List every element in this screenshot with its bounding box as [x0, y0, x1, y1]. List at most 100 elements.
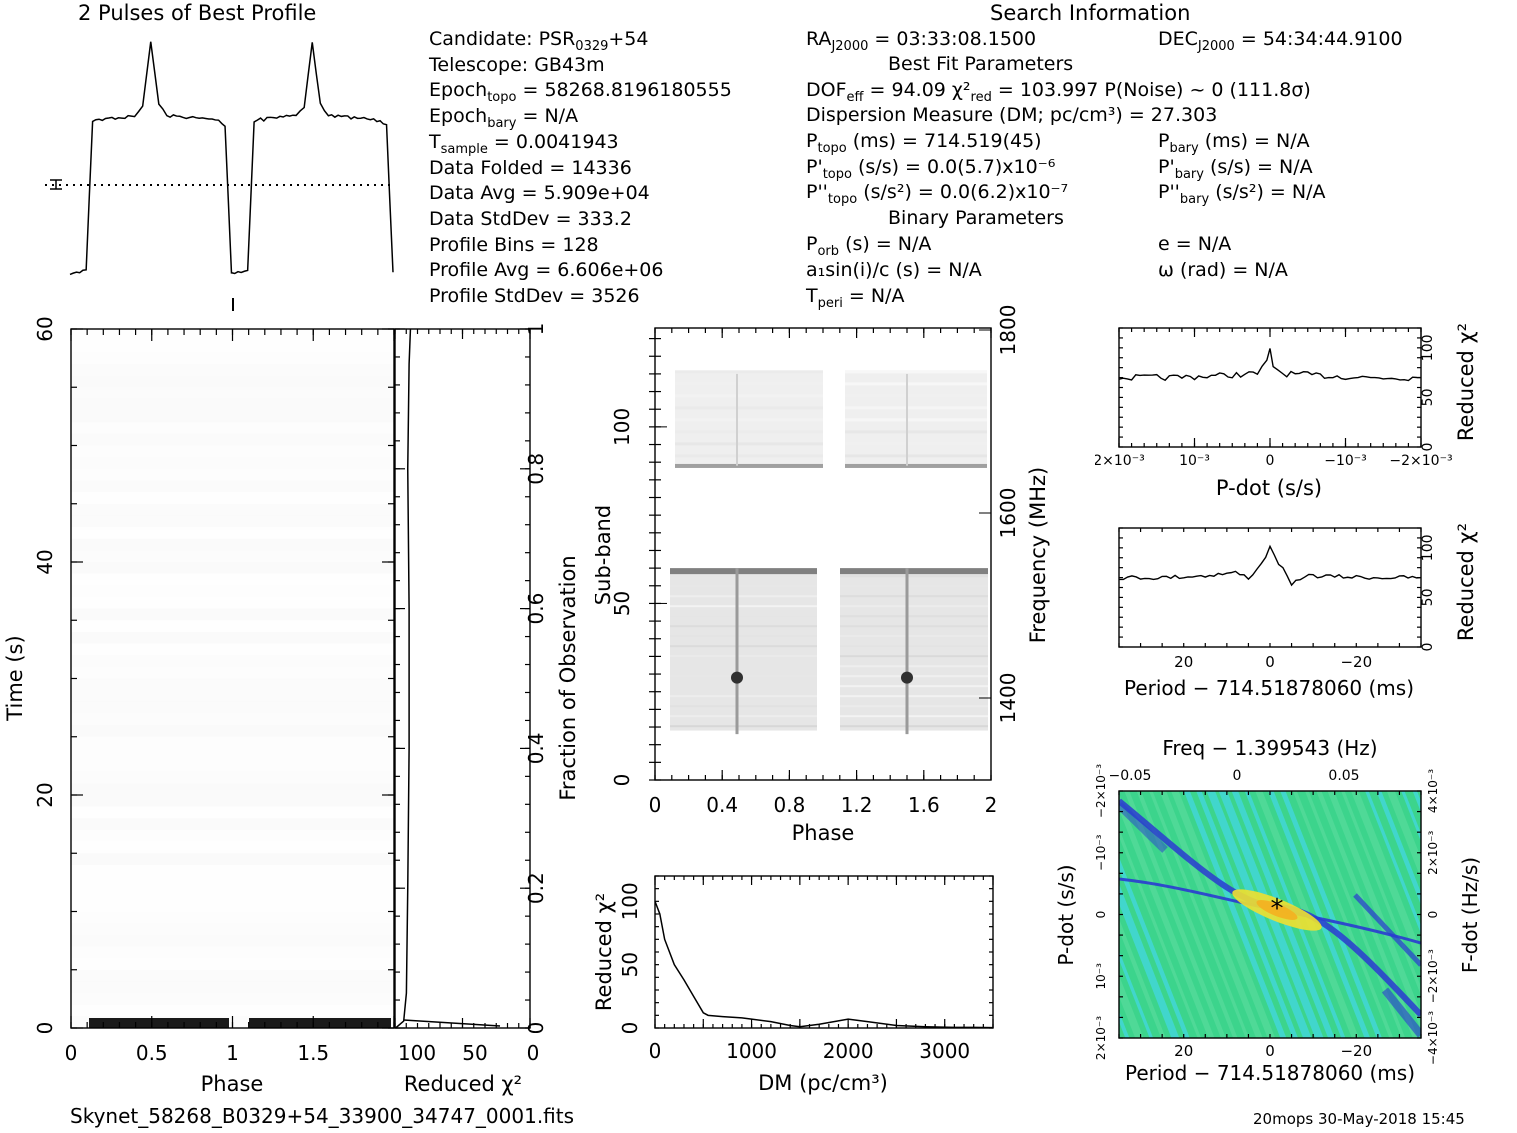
period-xlabel: Period − 714.51878060 (ms)	[1124, 676, 1414, 700]
map-y2tick-label: −4×10⁻³	[1426, 1011, 1440, 1065]
time-ytick-label: 60	[33, 316, 57, 341]
dm-ytick-label: 50	[618, 952, 642, 977]
profile-plot	[40, 41, 395, 311]
subband-ytick-label: 0	[610, 774, 634, 787]
subband-ylabel: Sub-band	[595, 505, 615, 605]
info-right-line-4: e = N/A	[1158, 233, 1232, 255]
info-left-line-4: Tsample = 0.0041943	[429, 130, 619, 157]
map-ytick-label: −10⁻³	[1094, 834, 1108, 871]
time-row	[71, 690, 394, 703]
map-xlabel: Period − 714.51878060 (ms)	[1125, 1061, 1415, 1085]
map-y2tick-label: 2×10⁻³	[1426, 831, 1440, 875]
time-row	[71, 958, 394, 971]
map-streak	[1119, 857, 1190, 1038]
subband-stripe	[670, 655, 817, 658]
map-streak	[1206, 791, 1312, 1038]
map-streak	[1341, 791, 1421, 996]
subband-xtick-label: 1.2	[841, 793, 873, 817]
time-band	[89, 1018, 229, 1028]
pdot-xtick-label: 2×10⁻³	[1095, 453, 1145, 469]
time-row	[71, 701, 394, 714]
subband-stripe	[675, 406, 823, 410]
subband-stripe	[675, 382, 823, 386]
subband-xtick-label: 0.4	[706, 793, 738, 817]
time-ytick-label: 20	[33, 782, 57, 807]
time-row	[71, 853, 394, 866]
map-streak	[1119, 883, 1180, 1038]
reduced-chi2-fraction-plot: 100 50 0 0 0.2 0.4 0.6 0.8 1 Reduced χ² Fraction o…	[394, 323, 580, 1096]
map-y2tick-label: −2×10⁻³	[1426, 949, 1440, 1003]
subband-stripe	[845, 394, 987, 398]
time-row	[71, 969, 394, 982]
map-best-marker: *	[1271, 894, 1284, 924]
map-streak	[1119, 793, 1215, 1038]
fraction-frame	[394, 328, 531, 1029]
subband-stripe	[840, 645, 988, 648]
subband-stripe	[670, 675, 817, 678]
fraction-line-tail	[403, 1019, 501, 1027]
info-left-line-5: Data Folded = 14336	[429, 156, 632, 179]
period-curve-plot: 20 0 −20 0 50 100 Period − 714.51878060 (ms) Re…	[1118, 523, 1478, 700]
map-ylabel: P-dot (s/s)	[1055, 864, 1078, 965]
time-row	[71, 725, 394, 738]
map-band-blue	[1119, 802, 1168, 853]
period-xtick-label: −20	[1340, 653, 1372, 671]
subband-stripe	[675, 394, 823, 398]
dm-line	[654, 901, 994, 1029]
subband-stripe	[845, 442, 987, 446]
subband-stripe	[840, 705, 988, 708]
map-streak	[1159, 791, 1263, 1038]
fraction-xlabel: Reduced χ²	[404, 1072, 522, 1096]
period-pdot-map: * 20 0 −20 −0.05 0 0.05 2×10⁻³ 10⁻³ 0 −10⁻³ −2×10⁻³…	[1055, 736, 1517, 1085]
pdot-ytick-label: 50	[1420, 389, 1436, 407]
info-right-line-1: Pbary (ms) = N/A	[1158, 130, 1310, 156]
time-row	[71, 410, 394, 423]
subband-stripe	[840, 675, 988, 678]
time-xtick-label: 1.5	[297, 1041, 329, 1065]
time-row	[71, 829, 394, 843]
map-layer	[1119, 771, 1517, 1078]
subband-xlabel: Phase	[792, 821, 855, 845]
period-ylabel: Reduced χ²	[1454, 523, 1478, 641]
subband-stripe	[670, 585, 817, 588]
time-row	[71, 923, 394, 936]
pdot-xtick-label: −10⁻³	[1324, 453, 1367, 469]
period-xtick-label: 0	[1265, 653, 1275, 671]
subband-ytick-label: 50	[610, 591, 634, 616]
info-left-line-1: Telescope: GB43m	[429, 53, 605, 76]
map-streak	[1149, 791, 1250, 1038]
map-ytick-label: 0	[1094, 911, 1108, 919]
time-row	[71, 363, 394, 377]
info-mid-line-2: DOFeff = 94.09 χ²red = 103.997 P(Noise) …	[806, 79, 1311, 105]
subband-upper-block	[675, 370, 823, 466]
time-row	[71, 608, 394, 621]
info-mid-line-0: RAJ2000 = 03:33:08.1500	[806, 28, 1037, 54]
info-left-line-7: Data StdDev = 333.2	[429, 207, 632, 230]
subband-stripe	[670, 705, 817, 708]
map-xtick-label: 20	[1174, 1042, 1193, 1060]
info-left-line-2: Epochtopo = 58268.8196180555	[429, 79, 732, 106]
subband-stripe	[840, 695, 988, 698]
time-row	[71, 806, 394, 819]
pdot-xtick-label: 0	[1266, 453, 1275, 469]
dm-xtick-label: 0	[649, 1039, 662, 1063]
map-xtick-label: −20	[1340, 1042, 1372, 1060]
info-right-line-5: ω (rad) = N/A	[1158, 259, 1288, 281]
subband-stripe	[675, 442, 823, 446]
pdot-ylabel: Reduced χ²	[1454, 323, 1478, 441]
footer-filename: Skynet_58268_B0329+54_33900_34747_0001.f…	[70, 1104, 575, 1128]
subband-stripe	[670, 595, 817, 598]
subband-stripe	[840, 655, 988, 658]
time-row	[71, 783, 394, 796]
time-row	[71, 678, 394, 691]
time-ytick-label: 40	[33, 549, 57, 574]
time-row	[71, 585, 394, 598]
map-streak	[1491, 771, 1517, 1078]
time-row	[71, 457, 394, 470]
time-row	[71, 433, 394, 446]
subband-xtick-label: 0.8	[773, 793, 805, 817]
subband-stripe	[670, 725, 817, 728]
pdot-ytick-label: 0	[1420, 443, 1436, 452]
